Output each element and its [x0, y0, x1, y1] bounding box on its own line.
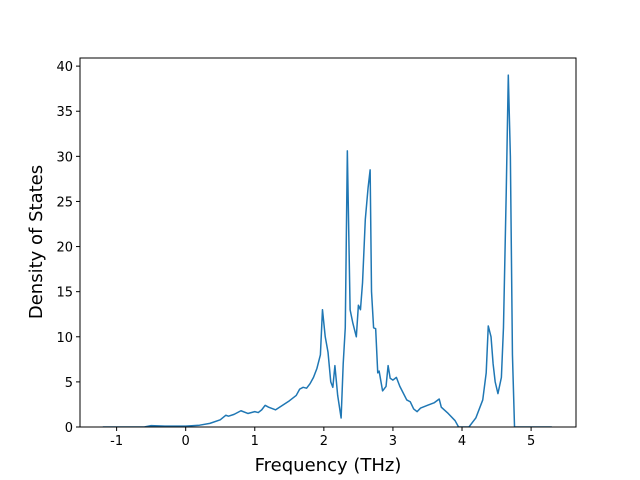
x-tick-label: 1: [251, 434, 259, 449]
y-tick-label: 25: [56, 195, 73, 210]
y-tick-label: 5: [65, 376, 73, 391]
y-tick-label: 40: [56, 60, 73, 75]
x-tick-label: 2: [320, 434, 328, 449]
x-tick-label: -1: [110, 434, 123, 449]
y-axis-label: Density of States: [26, 165, 47, 319]
x-tick-label: 4: [458, 434, 466, 449]
x-tick-label: 5: [527, 434, 535, 449]
y-tick-label: 35: [56, 105, 73, 120]
y-tick-label: 20: [56, 241, 73, 256]
x-tick-label: 0: [182, 434, 190, 449]
y-tick-label: 15: [56, 286, 73, 301]
x-tick-label: 3: [389, 434, 397, 449]
y-tick-label: 10: [56, 331, 73, 346]
plot-frame: [79, 57, 577, 428]
y-tick-label: 30: [56, 150, 73, 165]
x-axis-label: Frequency (THz): [255, 455, 402, 476]
y-tick-label: 0: [65, 421, 73, 436]
data-line: [102, 74, 552, 427]
